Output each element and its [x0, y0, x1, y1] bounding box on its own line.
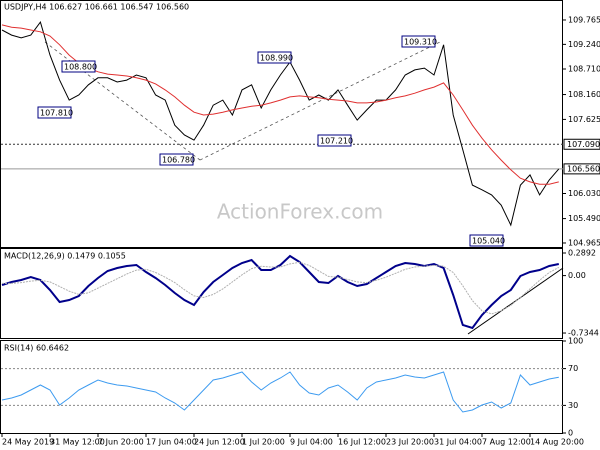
y-tick-label: 109.240	[568, 40, 600, 49]
annotation-box	[37, 106, 72, 119]
level-box	[563, 138, 600, 150]
series-line	[1, 20, 560, 227]
trendline	[44, 41, 201, 161]
y-tick-label: 0.2892	[568, 248, 596, 257]
y-tick-label: -0.7344	[568, 329, 599, 338]
rsi-frame	[0, 340, 563, 434]
current-box	[563, 163, 600, 175]
y-tick-label: 108.710	[568, 64, 600, 73]
x-tick-label: 9 Jul 04:00	[290, 438, 333, 447]
series-line	[1, 254, 560, 330]
y-tick-label: 108.160	[568, 90, 600, 99]
y-tick-label: 70	[568, 364, 578, 373]
x-tick-label: 17 Jun 04:00	[146, 438, 197, 447]
annotation: 107.210	[320, 137, 353, 146]
y-tick-label: 106.030	[568, 189, 600, 198]
y-tick-label: 100	[568, 337, 583, 346]
annotation: 105.040	[472, 237, 505, 246]
annotation: 107.810	[40, 109, 73, 118]
main-frame	[0, 0, 563, 248]
x-tick-label: 7 Jun 20:00	[98, 438, 144, 447]
y-tick-label: 0.00	[568, 271, 586, 280]
x-tick-label: 16 Jul 12:00	[338, 438, 386, 447]
x-tick-label: 31 Jul 04:00	[434, 438, 482, 447]
annotation: 109.310	[404, 38, 437, 47]
x-tick-label: 24 Jun 12:00	[194, 438, 245, 447]
current-label: 106.560	[567, 164, 600, 173]
series-line	[1, 371, 559, 413]
annotation-box	[61, 60, 96, 73]
y-tick-label: 104.965	[568, 238, 600, 247]
annotation: 106.780	[162, 156, 195, 165]
annotation-box	[469, 234, 504, 247]
x-tick-label: 23 Jul 20:00	[386, 438, 434, 447]
annotation: 108.990	[260, 54, 293, 63]
series-line	[2, 261, 560, 315]
level-label: 107.090	[567, 140, 600, 149]
x-tick-label: 1 Jul 20:00	[242, 438, 285, 447]
y-tick-label: 30	[568, 401, 578, 410]
trendline	[199, 41, 441, 161]
annotation-box	[257, 51, 292, 64]
y-tick-label: 109.765	[568, 15, 600, 24]
x-tick-label: 31 May 12:00	[50, 438, 105, 447]
macd-title: MACD(12,26,9) 0.1479 0.1055	[4, 252, 126, 261]
macd-frame	[0, 248, 563, 339]
y-tick-label: 105.490	[568, 214, 600, 223]
annotation-box	[159, 153, 194, 166]
annotation: 108.800	[64, 63, 97, 72]
rsi-title: RSI(14) 60.6462	[4, 344, 69, 353]
x-tick-label: 7 Aug 12:00	[482, 438, 531, 447]
series-line	[1, 24, 559, 185]
y-tick-label: 107.625	[568, 115, 600, 124]
x-tick-label: 24 May 2019	[2, 438, 54, 447]
annotation-box	[317, 134, 352, 147]
y-tick-label: 0	[568, 429, 573, 438]
watermark: ActionForex.com	[217, 200, 383, 224]
annotation-box	[401, 35, 436, 48]
chart-title: USDJPY,H4 106.627 106.661 106.547 106.56…	[4, 3, 189, 12]
x-tick-label: 14 Aug 20:00	[530, 438, 584, 447]
